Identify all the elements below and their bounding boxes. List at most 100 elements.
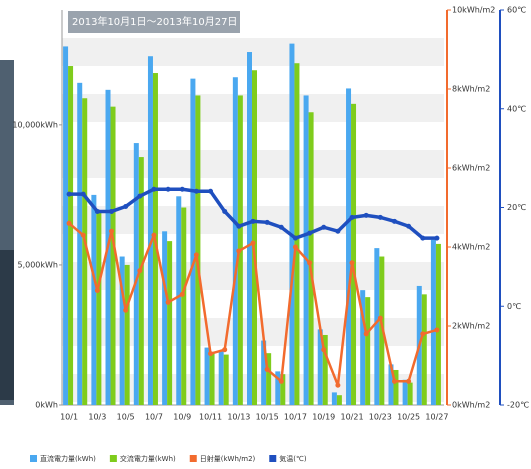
point bbox=[208, 188, 214, 194]
point bbox=[123, 307, 129, 313]
x-tick-label: 10/21 bbox=[341, 413, 364, 422]
y-tick-label: 0kWh bbox=[35, 401, 58, 410]
x-tick-label: 10/3 bbox=[88, 413, 106, 422]
bar bbox=[77, 82, 83, 405]
bar bbox=[435, 243, 441, 405]
point bbox=[264, 366, 270, 372]
bar bbox=[322, 334, 328, 405]
point bbox=[349, 214, 355, 220]
x-tick-label: 10/23 bbox=[369, 413, 392, 422]
legend-swatch bbox=[189, 455, 197, 462]
y3-tick-label: 0℃ bbox=[507, 302, 521, 311]
bar bbox=[181, 207, 187, 405]
point bbox=[406, 223, 412, 229]
title-box bbox=[68, 11, 240, 33]
band bbox=[62, 38, 444, 66]
point bbox=[391, 378, 397, 384]
point bbox=[307, 260, 313, 266]
point bbox=[377, 214, 383, 220]
y2-tick-label: 2kWh/m2 bbox=[452, 322, 490, 331]
point bbox=[151, 186, 157, 192]
bar bbox=[280, 374, 286, 405]
point bbox=[321, 224, 327, 230]
y2-tick-label: 0kWh/m2 bbox=[452, 401, 490, 410]
point bbox=[137, 193, 143, 199]
point bbox=[250, 218, 256, 224]
y2-tick-label: 8kWh/m2 bbox=[452, 85, 490, 94]
bar bbox=[303, 95, 309, 405]
legend-swatch bbox=[109, 455, 117, 462]
x-tick-label: 10/27 bbox=[425, 413, 448, 422]
bar bbox=[379, 256, 385, 405]
point bbox=[434, 235, 440, 241]
x-tick-label: 10/5 bbox=[117, 413, 135, 422]
bar bbox=[331, 392, 337, 405]
bar bbox=[252, 70, 257, 405]
y3-tick-label: 20℃ bbox=[507, 203, 526, 212]
point bbox=[434, 327, 440, 333]
point bbox=[123, 204, 129, 210]
point bbox=[391, 218, 397, 224]
bar bbox=[308, 112, 314, 405]
bar bbox=[218, 350, 224, 405]
y2-tick-label: 6kWh/m2 bbox=[452, 164, 490, 173]
bar bbox=[407, 382, 413, 405]
bar bbox=[374, 248, 380, 405]
y3-tick-label: 40℃ bbox=[507, 104, 526, 113]
x-tick-label: 10/7 bbox=[145, 413, 163, 422]
legend-swatch bbox=[269, 455, 277, 462]
bar bbox=[63, 46, 69, 406]
bar bbox=[261, 340, 267, 405]
bar bbox=[421, 294, 427, 405]
bar bbox=[294, 63, 300, 405]
point bbox=[363, 212, 369, 218]
point bbox=[406, 378, 412, 384]
point bbox=[80, 191, 86, 197]
bar bbox=[96, 210, 102, 405]
legend-label: 交流電力量(kWh) bbox=[120, 454, 176, 463]
photo-strip-dark bbox=[0, 250, 14, 400]
bar bbox=[147, 56, 153, 406]
point bbox=[222, 347, 228, 353]
point bbox=[321, 347, 327, 353]
y-tick-label: 10,000kWh bbox=[12, 120, 58, 129]
point bbox=[278, 224, 284, 230]
bar bbox=[266, 353, 272, 405]
point bbox=[193, 188, 199, 194]
point bbox=[151, 232, 157, 238]
point bbox=[193, 252, 199, 258]
point bbox=[236, 248, 242, 254]
point bbox=[292, 235, 298, 241]
point bbox=[179, 291, 185, 297]
bar bbox=[190, 78, 196, 405]
y-tick-label: 5,000kWh bbox=[17, 260, 58, 269]
bar bbox=[317, 329, 323, 405]
bar bbox=[393, 369, 399, 405]
bar bbox=[167, 241, 173, 405]
x-tick-label: 10/25 bbox=[397, 413, 420, 422]
bar bbox=[360, 290, 366, 405]
point bbox=[165, 186, 171, 192]
x-tick-label: 10/1 bbox=[60, 413, 78, 422]
bar bbox=[247, 52, 252, 406]
x-tick-label: 10/9 bbox=[173, 413, 191, 422]
x-tick-label: 10/19 bbox=[312, 413, 335, 422]
point bbox=[420, 235, 426, 241]
point bbox=[137, 268, 143, 274]
bar bbox=[351, 103, 357, 405]
bar bbox=[162, 231, 168, 405]
point bbox=[349, 260, 355, 266]
legend-label: 気温(℃) bbox=[279, 454, 307, 463]
y2-tick-label: 4kWh/m2 bbox=[452, 243, 490, 252]
bar bbox=[275, 371, 281, 405]
point bbox=[278, 378, 284, 384]
bar bbox=[110, 106, 116, 406]
bar bbox=[336, 395, 342, 405]
point bbox=[335, 228, 341, 234]
x-tick-label: 10/11 bbox=[199, 413, 222, 422]
bar bbox=[195, 95, 201, 405]
point bbox=[363, 331, 369, 337]
point bbox=[165, 299, 171, 305]
bar bbox=[138, 157, 144, 405]
point bbox=[264, 219, 270, 225]
